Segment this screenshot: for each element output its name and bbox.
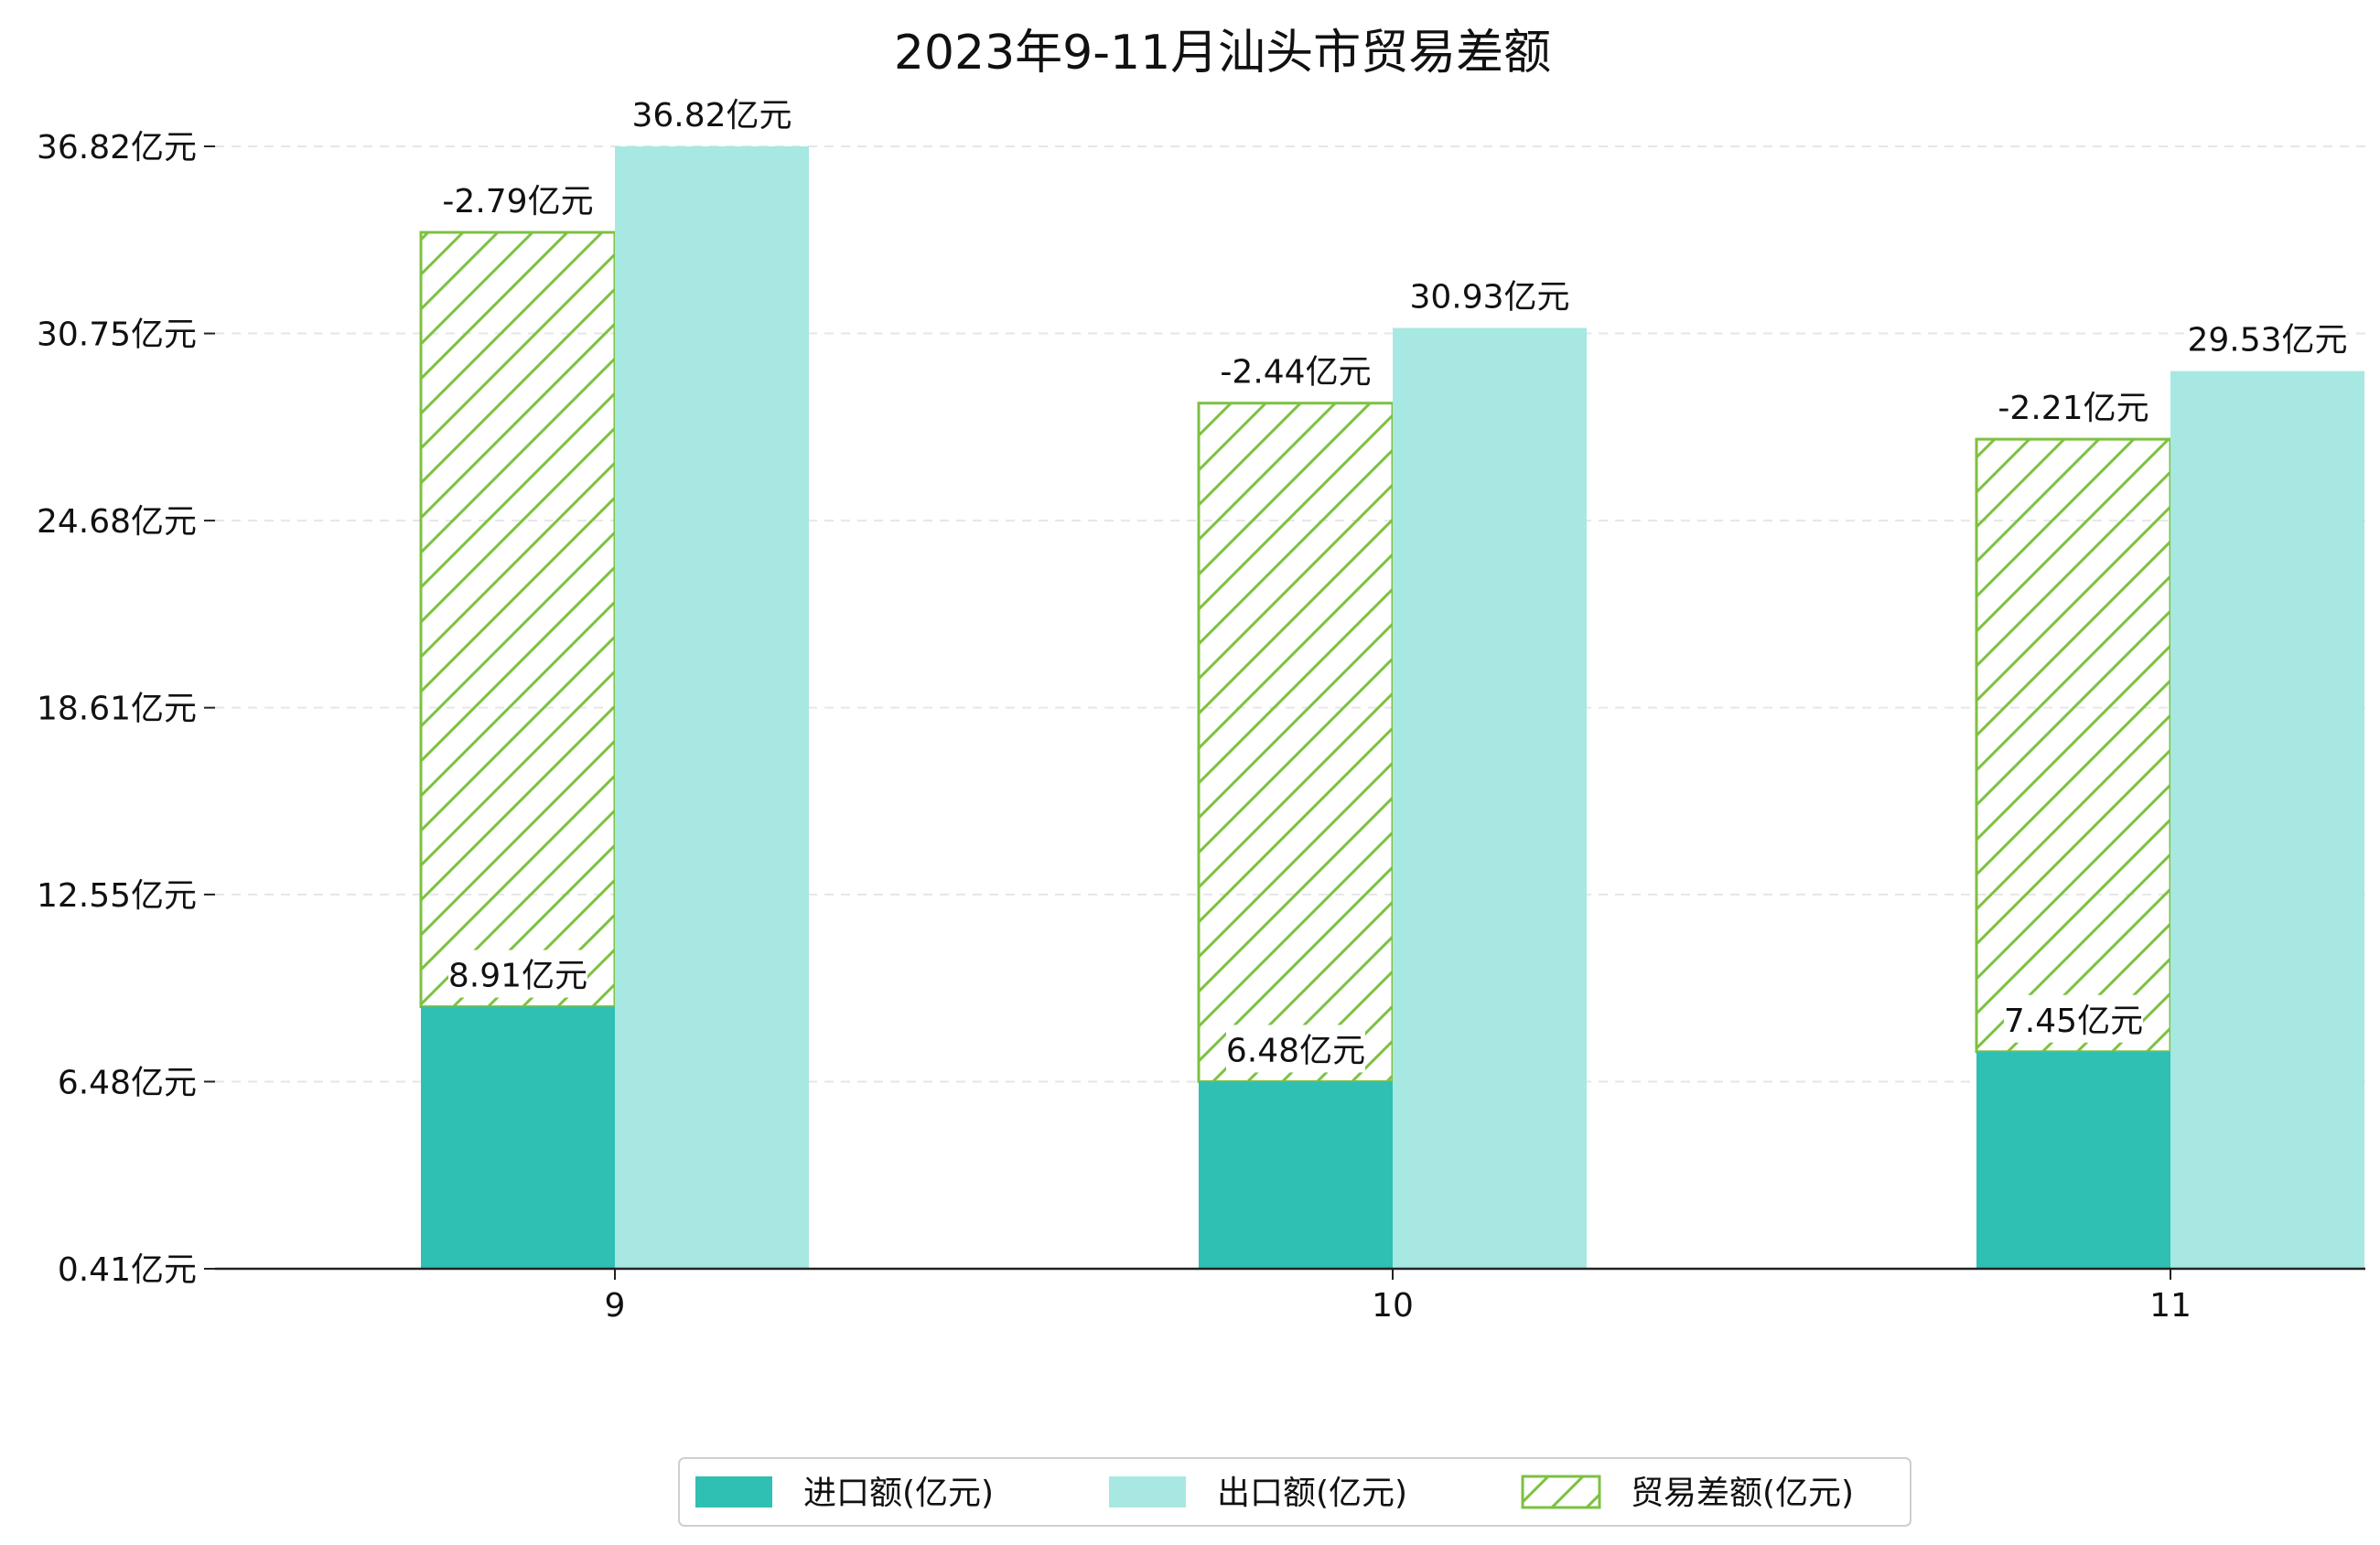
legend-box bbox=[678, 1457, 1912, 1527]
label-import: 7.45亿元 bbox=[2004, 1003, 2143, 1040]
label-import: 8.91亿元 bbox=[448, 958, 587, 995]
x-tick-label: 9 bbox=[605, 1287, 626, 1325]
x-tick-label: 11 bbox=[2149, 1287, 2192, 1325]
label-import-bg bbox=[448, 950, 587, 998]
legend: 进口额(亿元) 出口额(亿元) 贸易差额(亿元) bbox=[678, 1457, 1912, 1527]
y-tick-label: 18.61亿元 bbox=[37, 691, 197, 728]
bar-import bbox=[1199, 1081, 1393, 1269]
chart-title: 2023年9-11月汕头市贸易差额 bbox=[894, 26, 1551, 80]
label-export: 29.53亿元 bbox=[2187, 322, 2347, 359]
bar-export bbox=[615, 146, 809, 1269]
label-export: 36.82亿元 bbox=[631, 97, 792, 134]
legend-label: 进口额(亿元) bbox=[803, 1475, 994, 1512]
bar-export bbox=[1393, 327, 1587, 1270]
x-axis: 9 10 11 bbox=[215, 1267, 2365, 1325]
legend-swatch-import bbox=[695, 1476, 772, 1507]
label-import-bg bbox=[2004, 994, 2143, 1043]
legend-label: 贸易差额(亿元) bbox=[1631, 1475, 1854, 1512]
label-export-bg bbox=[632, 90, 792, 137]
bar-import bbox=[1976, 1051, 2170, 1269]
label-balance-bg bbox=[1994, 382, 2153, 431]
bar-balance bbox=[1975, 437, 2172, 1054]
label-export-bg bbox=[1410, 271, 1569, 319]
label-balance-bg bbox=[438, 176, 598, 224]
label-export: 30.93亿元 bbox=[1409, 278, 1569, 316]
label-balance: -2.21亿元 bbox=[1998, 390, 2148, 427]
y-tick-label: 12.55亿元 bbox=[37, 877, 197, 915]
bar-export bbox=[2170, 370, 2364, 1270]
legend-swatch-export bbox=[1109, 1476, 1186, 1507]
y-tick-label: 6.48亿元 bbox=[58, 1064, 197, 1101]
legend-swatch-balance bbox=[1521, 1475, 1601, 1509]
y-tick-label: 0.41亿元 bbox=[58, 1251, 197, 1289]
y-tick-label: 30.75亿元 bbox=[37, 317, 197, 354]
bars bbox=[419, 146, 2364, 1270]
x-tick-label: 10 bbox=[1372, 1287, 1414, 1325]
legend-label: 出口额(亿元) bbox=[1217, 1475, 1407, 1512]
bar-balance bbox=[1197, 402, 1395, 1083]
bar-balance bbox=[419, 231, 617, 1009]
y-axis: 0.41亿元 6.48亿元 12.55亿元 18.61亿元 24.68亿元 30.75亿元… bbox=[37, 129, 215, 1289]
y-tick-label: 36.82亿元 bbox=[37, 129, 197, 166]
label-import-bg bbox=[1226, 1025, 1365, 1073]
label-balance: -2.79亿元 bbox=[442, 183, 593, 220]
label-balance-bg bbox=[1216, 346, 1375, 394]
data-labels: 8.91亿元 36.82亿元 -2.79亿元 6.48亿元 30.93亿元 -2.44亿元… bbox=[438, 90, 2348, 1073]
y-tick-label: 24.68亿元 bbox=[37, 503, 197, 541]
label-import: 6.48亿元 bbox=[1226, 1032, 1365, 1069]
label-balance: -2.44亿元 bbox=[1220, 354, 1371, 392]
bar-import bbox=[421, 1006, 615, 1269]
label-export-bg bbox=[2188, 314, 2347, 362]
